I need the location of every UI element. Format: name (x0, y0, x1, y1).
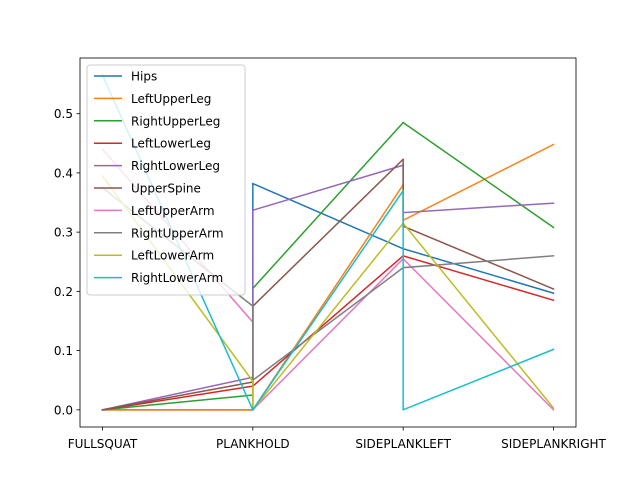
legend-item: RightLowerLeg (94, 159, 220, 173)
y-tick-label: 0.3 (54, 226, 73, 240)
series-segment (251, 189, 405, 411)
plot-frame (79, 57, 577, 428)
legend-box (86, 64, 246, 296)
y-tick-label: 0.5 (54, 107, 73, 121)
legend-label: RightLowerArm (131, 271, 223, 285)
x-tick-label: SIDEPLANKLEFT (355, 437, 451, 451)
legend-label: LeftUpperLeg (131, 92, 211, 106)
legend-label: LeftLowerLeg (131, 137, 211, 151)
series-segment (402, 143, 555, 222)
y-tick-label: 0.0 (54, 403, 73, 417)
x-tick-label: PLANKHOLD (216, 437, 290, 451)
legend-item: Hips (94, 70, 157, 84)
series-segment (251, 254, 405, 388)
y-tick-label: 0.1 (54, 344, 73, 358)
series-segment (251, 182, 405, 250)
series-segment (402, 225, 555, 290)
y-axis: 0.0 0.1 0.2 0.3 0.4 0.5 (54, 107, 80, 417)
legend-item: RightUpperArm (94, 226, 224, 240)
series-segment (402, 255, 555, 269)
series-segment (251, 164, 405, 212)
legend: Hips LeftUpperLeg RightUpperLeg LeftLowerLe… (86, 64, 246, 296)
legend-item: LeftLowerLeg (94, 137, 211, 151)
legend-label: RightUpperArm (131, 226, 224, 240)
legend-label: LeftUpperArm (131, 204, 215, 218)
series-segment (251, 257, 405, 411)
series-segment (101, 394, 254, 411)
series-segment (402, 202, 555, 214)
legend-label: RightUpperLeg (131, 114, 220, 128)
series-segment (402, 348, 555, 411)
series-segment (101, 376, 254, 411)
legend-label: LeftLowerArm (131, 249, 214, 263)
legend-item: RightLowerArm (94, 271, 223, 285)
legend-item: UpperSpine (94, 182, 201, 196)
series-segment (402, 247, 555, 295)
y-tick-label: 0.4 (54, 166, 73, 180)
series-segment (402, 121, 555, 229)
series-segment (402, 254, 555, 302)
series-segment (101, 381, 254, 411)
legend-item: LeftUpperArm (94, 204, 215, 218)
series-segment (251, 266, 405, 382)
x-tick-label: FULLSQUAT (68, 437, 138, 451)
legend-label: UpperSpine (131, 182, 201, 196)
plot-area (101, 74, 555, 411)
legend-item: LeftUpperLeg (94, 92, 211, 106)
legend-label: RightLowerLeg (131, 159, 220, 173)
series-segment (402, 222, 555, 410)
x-tick-label: SIDEPLANKRIGHT (501, 437, 606, 451)
series-segment (251, 158, 405, 308)
legend-item: LeftLowerArm (94, 249, 214, 263)
series-segment (251, 121, 405, 290)
series-segment (402, 257, 555, 411)
series-segment (251, 222, 405, 411)
legend-item: RightUpperLeg (94, 114, 220, 128)
x-axis: FULLSQUAT PLANKHOLD SIDEPLANKLEFT SIDEPLANK… (68, 427, 607, 451)
y-tick-label: 0.2 (54, 285, 73, 299)
legend-label: Hips (131, 70, 157, 84)
